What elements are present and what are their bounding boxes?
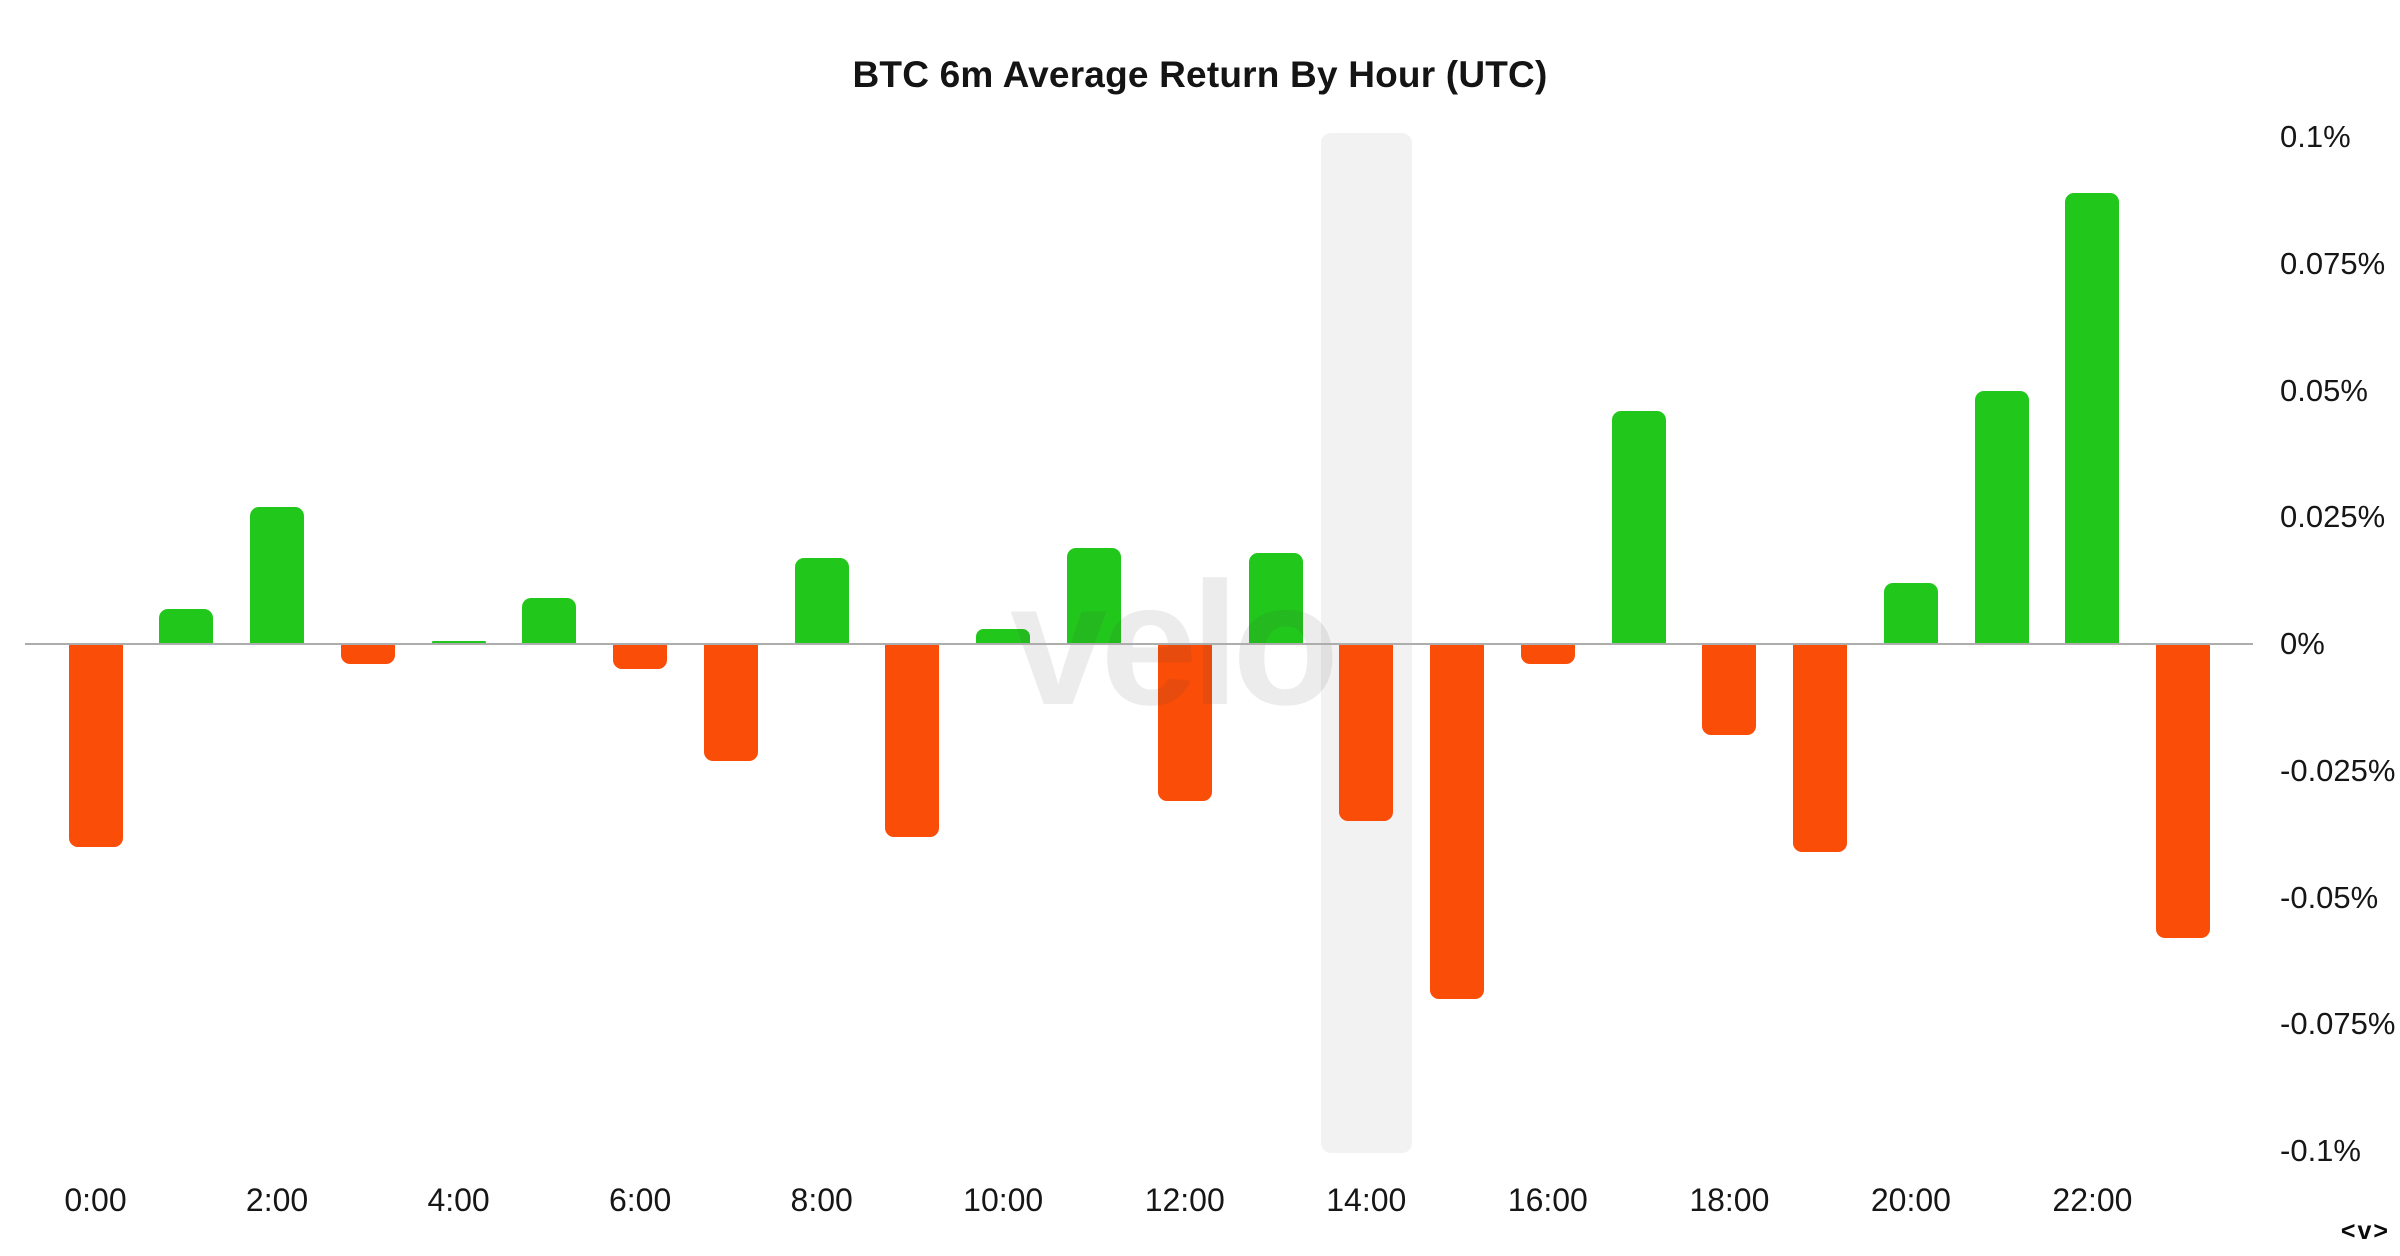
- x-tick-8:00: 8:00: [790, 1182, 853, 1218]
- y-tick-0.075%: 0.075%: [2280, 245, 2386, 281]
- bar-3:00[interactable]: [340, 644, 395, 665]
- bar-16:00[interactable]: [1520, 644, 1575, 665]
- y-tick--0.025%: -0.025%: [2280, 752, 2396, 788]
- x-tick-4:00: 4:00: [427, 1182, 490, 1218]
- chart-title: BTC 6m Average Return By Hour (UTC): [852, 54, 1548, 95]
- y-tick-0.05%: 0.05%: [2280, 372, 2368, 408]
- bar-1:00[interactable]: [159, 608, 214, 644]
- x-tick-2:00: 2:00: [245, 1182, 309, 1218]
- bar-19:00[interactable]: [1793, 644, 1848, 852]
- zero-gridline: [25, 643, 2253, 645]
- x-tick-12:00: 12:00: [1144, 1182, 1225, 1218]
- bar-4:00[interactable]: [431, 641, 486, 644]
- x-tick-0:00: 0:00: [64, 1182, 127, 1218]
- bar-12:00[interactable]: [1157, 644, 1212, 802]
- bar-15:00[interactable]: [1430, 644, 1485, 999]
- bar-22:00[interactable]: [2065, 192, 2120, 644]
- y-tick--0.1%: -0.1%: [2280, 1133, 2361, 1168]
- velo-watermark: velo: [1010, 547, 1339, 742]
- y-tick--0.05%: -0.05%: [2280, 879, 2379, 915]
- bar-9:00[interactable]: [885, 644, 940, 837]
- bar-2:00[interactable]: [250, 507, 305, 644]
- x-tick-14:00: 14:00: [1326, 1182, 1407, 1218]
- bar-18:00[interactable]: [1702, 644, 1757, 736]
- y-tick-0.025%: 0.025%: [2280, 499, 2386, 535]
- bar-0:00[interactable]: [68, 644, 123, 847]
- y-tick-0%: 0%: [2280, 626, 2325, 661]
- bar-21:00[interactable]: [1974, 390, 2029, 644]
- bar-14:00[interactable]: [1339, 644, 1394, 822]
- x-tick-10:00: 10:00: [963, 1182, 1044, 1218]
- x-tick-18:00: 18:00: [1689, 1182, 1770, 1218]
- bar-20:00[interactable]: [1883, 583, 1938, 644]
- bar-13:00[interactable]: [1248, 552, 1303, 644]
- x-tick-20:00: 20:00: [1870, 1182, 1951, 1218]
- bar-17:00[interactable]: [1611, 410, 1666, 644]
- bar-7:00[interactable]: [703, 644, 758, 761]
- bar-10:00[interactable]: [976, 628, 1031, 644]
- bar-11:00[interactable]: [1066, 547, 1121, 644]
- x-tick-22:00: 22:00: [2052, 1182, 2133, 1218]
- bar-5:00[interactable]: [522, 598, 577, 644]
- x-tick-6:00: 6:00: [608, 1182, 672, 1218]
- x-tick-16:00: 16:00: [1507, 1182, 1588, 1218]
- y-tick--0.075%: -0.075%: [2280, 1006, 2396, 1042]
- bar-23:00[interactable]: [2156, 644, 2211, 939]
- bar-8:00[interactable]: [794, 557, 849, 644]
- bar-6:00[interactable]: [613, 644, 668, 670]
- y-tick-0.1%: 0.1%: [2280, 119, 2351, 154]
- velo-brand-mark[interactable]: <v>: [2340, 1217, 2390, 1245]
